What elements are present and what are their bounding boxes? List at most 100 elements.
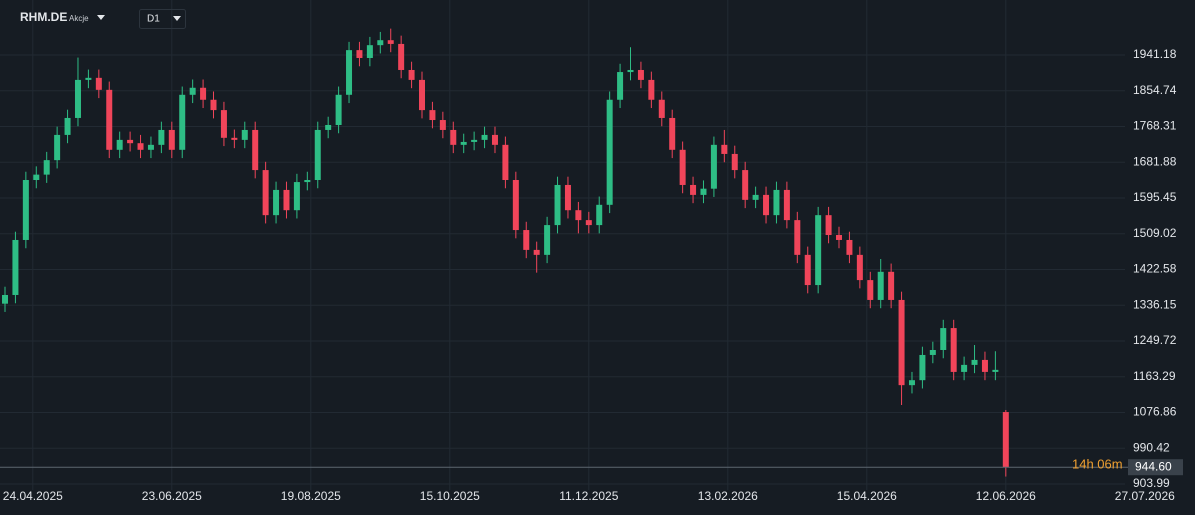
candle-body — [523, 230, 530, 250]
candle-body — [200, 87, 207, 100]
candle-body — [742, 170, 749, 200]
candle-body — [533, 249, 540, 255]
timeframe[interactable]: D1 — [147, 14, 160, 25]
candle-body — [992, 369, 999, 372]
candle-body — [189, 87, 196, 95]
candle-body — [700, 188, 707, 195]
candle-body — [575, 210, 582, 221]
candle-body — [564, 184, 571, 211]
y-tick-label: 1941.18 — [1133, 47, 1177, 61]
y-tick-label: 1336.15 — [1133, 297, 1177, 311]
candle-body — [2, 294, 9, 304]
candle-body — [908, 380, 915, 386]
candle-body — [815, 215, 822, 286]
candle-body — [544, 225, 551, 255]
instrument-type: Akcje — [69, 14, 89, 23]
candle-body — [346, 50, 353, 95]
candle-body — [512, 180, 519, 231]
last-price-box — [1128, 459, 1183, 476]
candle-body — [794, 220, 801, 255]
x-tick-label: 15.10.2025 — [420, 489, 480, 503]
candle-body — [763, 194, 770, 216]
candle-body — [147, 144, 154, 150]
symbol-dropdown[interactable] — [97, 15, 105, 20]
candle-body — [356, 50, 363, 58]
timeframe-box[interactable] — [139, 9, 186, 29]
candle-body — [481, 134, 488, 140]
candle-body — [929, 349, 936, 355]
candle-body — [429, 110, 436, 121]
y-tick-label: 1595.45 — [1133, 190, 1177, 204]
y-tick-label: 1422.58 — [1133, 262, 1177, 276]
candle-body — [471, 139, 478, 142]
y-tick-label: 1249.72 — [1133, 333, 1177, 347]
candle-body — [137, 143, 144, 150]
timeframe-dropdown[interactable] — [173, 16, 181, 21]
symbol[interactable]: RHM.DE — [20, 10, 67, 24]
candle-body — [419, 79, 426, 111]
candle-body — [43, 160, 50, 175]
candle-body — [220, 110, 227, 138]
y-tick-label: 1163.29 — [1133, 369, 1176, 383]
candle-body — [648, 79, 655, 100]
candle-body — [669, 117, 676, 150]
countdown: 14h 06m — [1072, 457, 1123, 472]
candle-body — [627, 69, 634, 73]
candle-body — [314, 129, 321, 181]
candle-body — [283, 189, 290, 211]
candle-body — [825, 215, 832, 236]
candle-body — [33, 174, 40, 181]
candle-body — [971, 359, 978, 365]
candle-body — [168, 129, 175, 150]
candle-body — [721, 144, 728, 154]
candles-layer — [2, 28, 1009, 477]
candle-body — [961, 364, 968, 372]
candle-body — [940, 328, 947, 350]
candle-body — [408, 69, 415, 80]
last-price-label: 944.60 — [1135, 459, 1172, 473]
candle-body — [366, 45, 373, 58]
candle-body — [64, 117, 71, 135]
candle-body — [387, 40, 394, 44]
candle-body — [585, 220, 592, 226]
x-tick-label: 15.04.2026 — [837, 489, 897, 503]
candle-body — [439, 120, 446, 130]
candle-body — [919, 354, 926, 381]
y-tick-label: 1768.31 — [1133, 119, 1177, 133]
x-tick-label: 13.02.2026 — [698, 489, 758, 503]
candle-body — [74, 79, 81, 118]
y-tick-label: 990.42 — [1133, 440, 1170, 454]
candle-body — [179, 94, 186, 150]
candle-body — [596, 204, 603, 226]
candle-body — [981, 359, 988, 372]
y-tick-label: 1681.88 — [1133, 154, 1177, 168]
candle-body — [836, 235, 843, 240]
candle-body — [731, 153, 738, 171]
y-tick-label: 1076.86 — [1133, 405, 1177, 419]
candle-body — [502, 144, 509, 181]
candle-body — [335, 94, 342, 125]
candle-body — [22, 180, 29, 240]
candle-body — [554, 184, 561, 226]
candle-body — [690, 184, 697, 195]
candle-body — [231, 137, 238, 140]
candle-body — [262, 170, 269, 216]
candle-body — [304, 180, 311, 183]
candle-body — [210, 99, 217, 111]
candle-body — [158, 129, 165, 145]
candle-body — [710, 144, 717, 189]
candle-body — [1002, 412, 1009, 468]
candle-body — [377, 40, 384, 46]
candle-body — [950, 328, 957, 372]
y-tick-label: 1509.02 — [1133, 226, 1177, 240]
candle-body — [888, 271, 895, 300]
candle-body — [606, 99, 613, 205]
candle-body — [637, 69, 644, 80]
candle-body — [617, 72, 624, 100]
candle-body — [95, 77, 102, 90]
candle-body — [856, 254, 863, 281]
candle-body — [127, 139, 134, 144]
candle-body — [679, 149, 686, 185]
